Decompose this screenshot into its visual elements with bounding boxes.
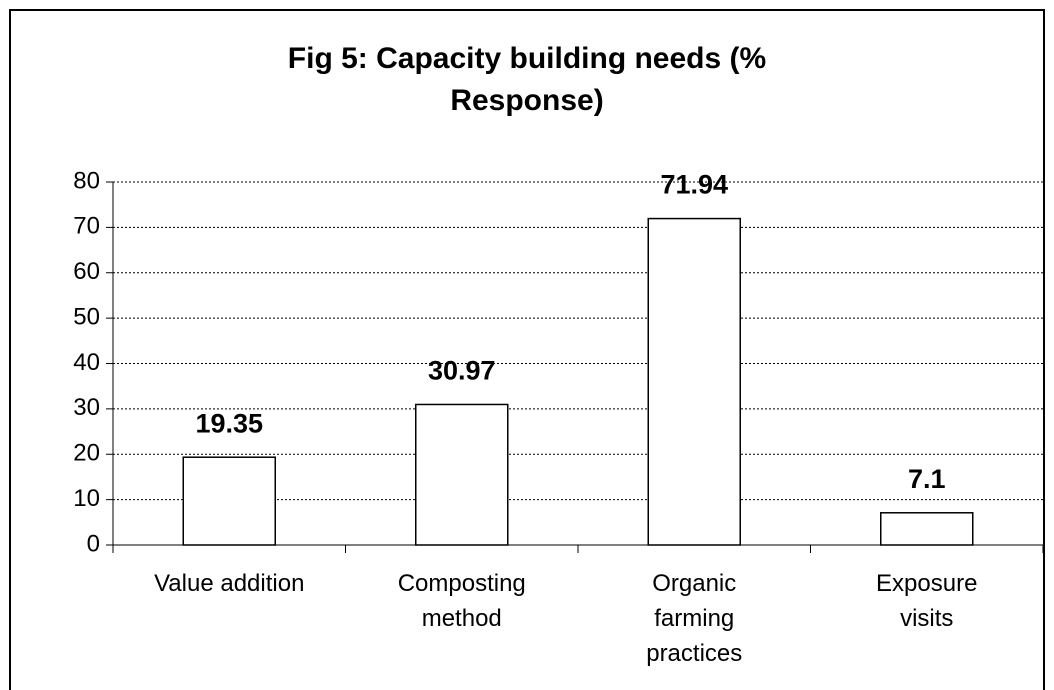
- y-tick-label: 60: [73, 258, 100, 285]
- chart-title: Fig 5: Capacity building needs (% Respon…: [287, 42, 767, 117]
- y-tick-label: 10: [73, 485, 100, 512]
- bar: [647, 217, 741, 546]
- data-label: 7.1: [908, 464, 946, 494]
- data-label: 30.97: [428, 356, 496, 386]
- bar: [182, 456, 276, 546]
- y-tick-label: 80: [73, 167, 100, 194]
- x-tick-label: Composting method: [397, 570, 526, 632]
- data-label: 19.35: [195, 408, 263, 438]
- bar: [880, 512, 974, 546]
- chart-border: [9, 9, 1045, 690]
- data-label: 71.94: [660, 170, 728, 200]
- y-tick-label: 0: [87, 530, 100, 557]
- x-tick-label: Exposure visits: [876, 570, 978, 632]
- y-tick-label: 30: [73, 394, 100, 421]
- y-tick-label: 40: [73, 349, 100, 376]
- x-tick-label: Value addition: [154, 570, 305, 597]
- x-tick-label: Organic farming practices: [646, 570, 743, 667]
- y-tick-label: 20: [73, 440, 100, 467]
- y-tick-label: 50: [73, 303, 100, 330]
- bar: [415, 403, 509, 546]
- y-tick-label: 70: [73, 213, 100, 240]
